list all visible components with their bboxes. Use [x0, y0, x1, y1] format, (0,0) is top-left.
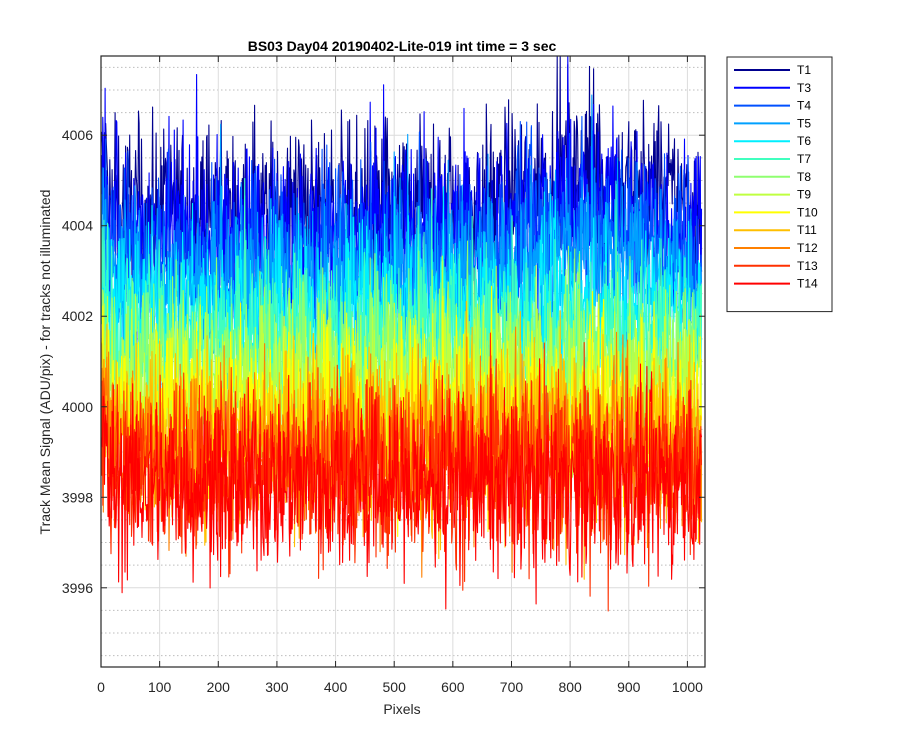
series-line-t14 — [101, 358, 703, 610]
legend-label-t4: T4 — [797, 99, 811, 113]
y-tick-label: 4004 — [62, 218, 93, 234]
legend-label-t1: T1 — [797, 63, 811, 77]
x-tick-label: 100 — [148, 679, 172, 695]
x-tick-label: 300 — [265, 679, 289, 695]
x-tick-label: 700 — [500, 679, 524, 695]
chart-title: BS03 Day04 20190402-Lite-019 int time = … — [248, 38, 557, 54]
legend-label-t14: T14 — [797, 277, 818, 291]
y-axis-label: Track Mean Signal (ADU/pix) - for tracks… — [37, 190, 53, 535]
x-tick-label: 900 — [617, 679, 641, 695]
legend-label-t12: T12 — [797, 241, 818, 255]
x-tick-label: 500 — [383, 679, 407, 695]
legend-label-t6: T6 — [797, 134, 811, 148]
y-tick-label: 3998 — [62, 489, 93, 505]
legend-label-t3: T3 — [797, 81, 811, 95]
legend-label-t5: T5 — [797, 116, 811, 130]
x-tick-label: 200 — [207, 679, 231, 695]
x-axis-label: Pixels — [383, 701, 420, 717]
x-tick-label: 400 — [324, 679, 348, 695]
ticks: 0 100 200 300 400 500 600 700 800 900 1000 3996 3998… — [62, 56, 705, 695]
legend-label-t13: T13 — [797, 259, 818, 273]
x-tick-label: 0 — [97, 679, 105, 695]
plot-area: 0 100 200 300 400 500 600 700 800 900 1000 3996 3998… — [62, 55, 706, 695]
legend-label-t11: T11 — [797, 223, 817, 237]
legend-box — [726, 56, 833, 313]
x-tick-label: 1000 — [672, 679, 703, 695]
y-tick-label: 4006 — [62, 127, 93, 143]
legend-label-t10: T10 — [797, 205, 818, 219]
y-tick-label: 4002 — [62, 308, 93, 324]
series-lines — [101, 55, 703, 612]
x-tick-label: 600 — [441, 679, 465, 695]
legend: T1 T3 T4 T5 T6 T7 T8 T9 T10 T11 T12 T13 T14 — [726, 56, 833, 313]
axes-box — [100, 55, 706, 668]
legend-label-t7: T7 — [797, 152, 811, 166]
y-tick-label: 3996 — [62, 580, 93, 596]
legend-label-t9: T9 — [797, 188, 811, 202]
x-tick-label: 800 — [558, 679, 582, 695]
y-tick-label: 4000 — [62, 399, 93, 415]
legend-label-t8: T8 — [797, 170, 811, 184]
